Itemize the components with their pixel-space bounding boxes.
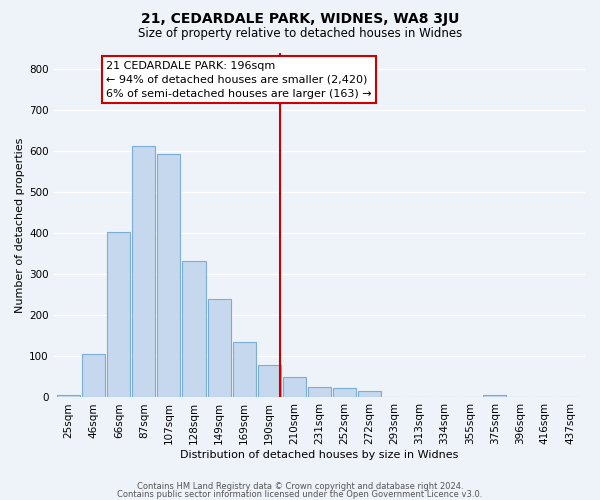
Bar: [283, 377, 306, 398]
Bar: [157, 154, 181, 398]
Bar: [333, 388, 356, 398]
Text: 21 CEDARDALE PARK: 196sqm
← 94% of detached houses are smaller (2,420)
6% of sem: 21 CEDARDALE PARK: 196sqm ← 94% of detac…: [106, 60, 372, 98]
Bar: [107, 232, 130, 398]
Bar: [208, 299, 230, 398]
Bar: [358, 392, 381, 398]
Bar: [483, 394, 506, 398]
Bar: [133, 146, 155, 398]
Text: Size of property relative to detached houses in Widnes: Size of property relative to detached ho…: [138, 28, 462, 40]
Text: Contains public sector information licensed under the Open Government Licence v3: Contains public sector information licen…: [118, 490, 482, 499]
Bar: [257, 366, 281, 398]
Text: 21, CEDARDALE PARK, WIDNES, WA8 3JU: 21, CEDARDALE PARK, WIDNES, WA8 3JU: [141, 12, 459, 26]
X-axis label: Distribution of detached houses by size in Widnes: Distribution of detached houses by size …: [180, 450, 458, 460]
Text: Contains HM Land Registry data © Crown copyright and database right 2024.: Contains HM Land Registry data © Crown c…: [137, 482, 463, 491]
Bar: [308, 387, 331, 398]
Y-axis label: Number of detached properties: Number of detached properties: [15, 138, 25, 312]
Bar: [182, 261, 206, 398]
Bar: [82, 354, 105, 398]
Bar: [233, 342, 256, 398]
Bar: [57, 396, 80, 398]
